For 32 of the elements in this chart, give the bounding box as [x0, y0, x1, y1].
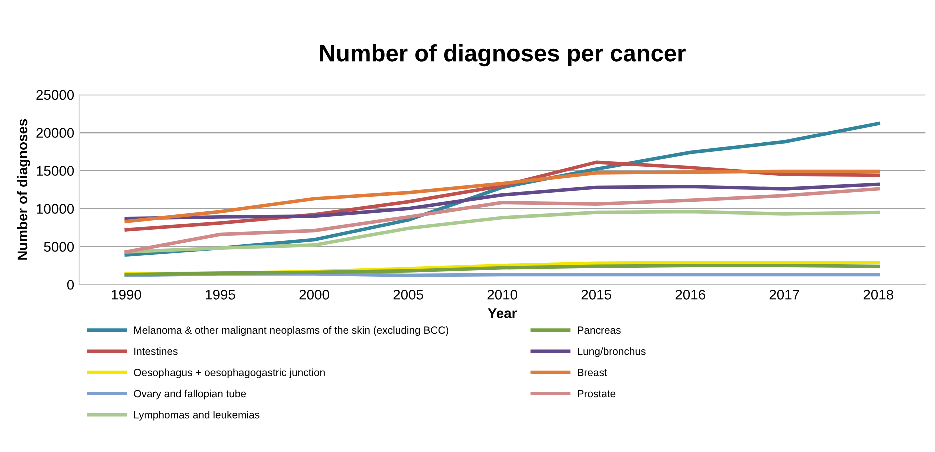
x-tick-label: 2005: [394, 290, 424, 300]
x-tick-label: 1990: [112, 290, 142, 300]
x-tick-label: 2016: [676, 290, 706, 300]
legend-label: Ovary and fallopian tube: [134, 390, 246, 400]
y-tick-label: 15000: [37, 166, 74, 176]
x-tick-label: 2010: [488, 290, 518, 300]
line-series: [124, 170, 880, 224]
legend-label: Breast: [578, 369, 608, 376]
y-tick-label: 0: [67, 280, 74, 290]
x-tick-label: 2015: [582, 290, 612, 300]
x-tick-label: 2018: [864, 290, 894, 300]
y-tick-label: 25000: [36, 90, 74, 100]
chart-title: Number of diagnoses per cancer: [320, 44, 686, 67]
legend-label: Lymphomas and leukemias: [134, 411, 260, 421]
line-series: [124, 182, 880, 220]
x-tick-label: 1995: [206, 290, 236, 300]
line-series: [124, 210, 880, 254]
y-tick-label: 5000: [44, 242, 74, 252]
x-axis-title: Year: [488, 308, 518, 318]
legend-label: Pancreas: [578, 326, 621, 334]
legend-label: Lung/bronchus: [578, 348, 646, 358]
line-series: [124, 264, 880, 277]
x-tick-label: 2000: [300, 290, 330, 300]
legend-label: Oesophagus + oesophagogastric junction: [134, 368, 325, 378]
y-tick-label: 10000: [37, 204, 74, 214]
legend-label: Melanoma & other malignant neoplasms of the skin (excluding BCC): [134, 326, 449, 336]
legend-label: Prostate: [578, 390, 616, 398]
y-axis-title: Number of diagnoses: [17, 119, 30, 260]
line-series: [124, 187, 880, 254]
x-tick-label: 2017: [770, 290, 800, 300]
y-tick-label: 20000: [36, 128, 74, 138]
legend-label: Intestines: [134, 348, 178, 356]
